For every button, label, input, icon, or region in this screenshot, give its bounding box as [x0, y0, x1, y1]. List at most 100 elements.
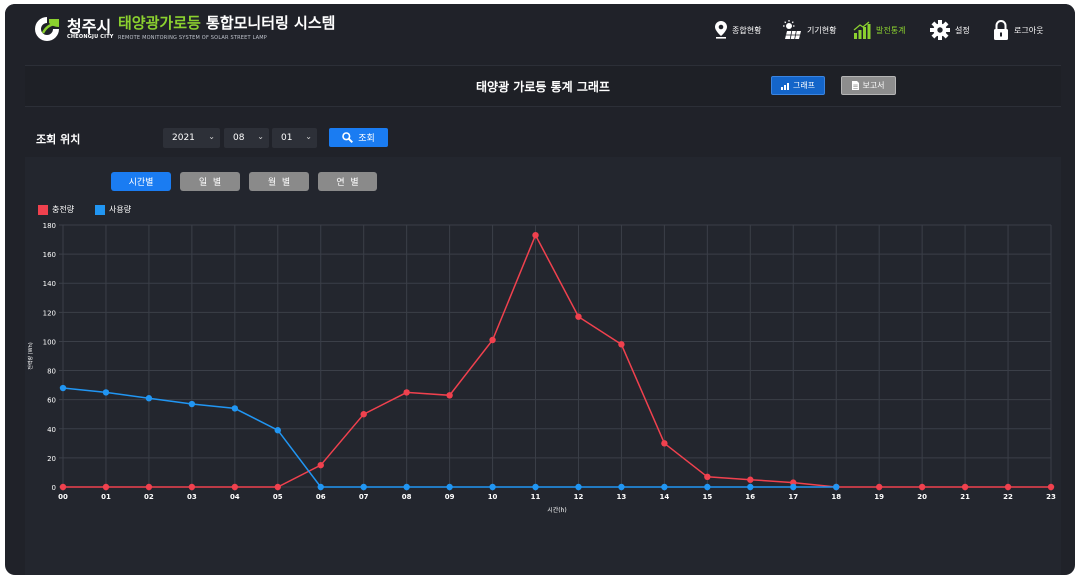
data-point-usage [145, 395, 153, 402]
data-point-usage [231, 405, 239, 412]
data-point-charge [1004, 483, 1012, 491]
line-chart: 0 20 40 60 80 100 120 140 160 180 00 01 02 03 04 05 06 07… [27, 222, 1056, 514]
report-view-label: 보고서 [862, 81, 885, 90]
data-point-usage [59, 384, 67, 392]
y-axis-title: 전력량 (Wh) [27, 342, 34, 369]
nav-overview[interactable]: 종합현황 [715, 18, 761, 42]
y-tick-label: 100 [43, 338, 56, 346]
month-select[interactable]: 08 ⌄ [224, 128, 269, 148]
x-tick-label: 00 [58, 493, 68, 501]
data-point-usage [403, 483, 410, 491]
x-tick-label: 01 [101, 493, 111, 501]
x-tick-label: 08 [402, 493, 412, 501]
map-pin-icon [715, 21, 727, 39]
nav-settings-label: 설정 [955, 25, 970, 35]
data-point-charge [59, 483, 67, 491]
cheongju-logo-icon [35, 17, 59, 41]
data-point-usage [747, 483, 754, 491]
nav-statistics[interactable]: 발전통계 [853, 18, 905, 42]
chart-panel: 시간별 일 별 월 별 연 별 충전량 사용량 0 20 40 60 80 100 120 1… [25, 157, 1061, 575]
chevron-down-icon: ⌄ [257, 132, 264, 141]
data-point-usage [102, 389, 110, 396]
y-tick-label: 120 [43, 309, 56, 317]
data-point-usage [274, 427, 281, 434]
legend-item-charge[interactable]: 충전량 [38, 204, 74, 215]
data-point-usage [360, 483, 367, 491]
day-select[interactable]: 01 ⌄ [272, 128, 317, 148]
chevron-down-icon: ⌄ [305, 132, 312, 141]
data-point-charge [188, 483, 196, 491]
y-tick-label: 160 [43, 251, 56, 259]
graph-view-label: 그래프 [792, 81, 816, 90]
nav-settings[interactable]: 설정 [930, 18, 970, 42]
x-tick-label: 20 [917, 493, 927, 501]
data-point-usage [618, 483, 625, 491]
tab-daily-label: 일 별 [198, 178, 222, 188]
legend-label-charge: 충전량 [52, 205, 75, 214]
gear-icon [930, 20, 950, 40]
data-point-charge [961, 483, 969, 491]
data-point-charge [661, 440, 668, 447]
y-tick-label: 40 [47, 426, 56, 434]
data-point-usage [489, 483, 496, 491]
data-point-charge [446, 392, 453, 399]
x-tick-label: 03 [187, 493, 197, 501]
bar-chart-icon [853, 21, 871, 39]
nav-devices[interactable]: 기기현황 [782, 18, 836, 42]
data-point-charge [575, 313, 582, 320]
legend-item-usage[interactable]: 사용량 [95, 204, 131, 215]
x-tick-label: 06 [316, 493, 326, 501]
day-select-value: 01 [281, 133, 293, 143]
legend-label-usage: 사용량 [109, 205, 132, 214]
x-tick-label: 07 [359, 493, 369, 501]
x-tick-label: 09 [445, 493, 455, 501]
data-point-charge [918, 483, 926, 491]
tab-monthly[interactable]: 월 별 [249, 172, 309, 191]
x-tick-label: 05 [273, 493, 283, 501]
year-select[interactable]: 2021 ⌄ [163, 128, 220, 148]
x-tick-label: 23 [1046, 493, 1056, 501]
data-point-usage [317, 483, 324, 491]
tab-monthly-label: 월 별 [267, 178, 291, 188]
x-tick-label: 15 [702, 493, 712, 501]
y-tick-label: 60 [47, 397, 56, 405]
nav-devices-label: 기기현황 [807, 25, 837, 35]
data-point-usage [704, 483, 711, 491]
data-point-charge [489, 336, 496, 344]
y-tick-label: 180 [43, 222, 56, 230]
report-view-button[interactable]: 보고서 [841, 76, 896, 95]
y-tick-label: 80 [47, 368, 56, 376]
x-tick-label: 21 [960, 493, 970, 501]
data-point-charge [403, 389, 410, 396]
city-name: 청주시 [67, 17, 112, 36]
data-point-charge [102, 483, 110, 491]
nav-logout[interactable]: 로그아웃 [993, 18, 1043, 42]
query-bar: 조회 위치 2021 ⌄ 08 ⌄ 01 ⌄ 조회 [25, 118, 1061, 158]
data-point-charge [875, 483, 883, 491]
document-icon [852, 81, 860, 90]
x-tick-label: 02 [144, 493, 154, 501]
data-point-usage [790, 483, 797, 491]
tab-yearly[interactable]: 연 별 [318, 172, 377, 191]
data-point-charge [747, 476, 754, 483]
header: 청주시 CHEONGJU CITY 태양광가로등 통합모니터링 시스템 REMO… [5, 4, 1075, 58]
page-title: 태양광 가로등 통계 그래프 [476, 80, 610, 94]
data-point-usage [661, 483, 668, 491]
legend-swatch-usage [95, 204, 105, 215]
data-point-charge [360, 411, 367, 418]
data-point-usage [532, 483, 539, 491]
data-point-charge [317, 461, 324, 469]
search-button[interactable]: 조회 [329, 128, 388, 147]
system-title-highlight: 태양광가로등 [118, 14, 201, 32]
city-name-en: CHEONGJU CITY [67, 34, 114, 40]
x-tick-label: 10 [488, 493, 498, 501]
system-title: 태양광가로등 통합모니터링 시스템 [118, 12, 335, 33]
data-point-usage [833, 483, 840, 491]
x-tick-label: 11 [531, 493, 541, 501]
tab-daily[interactable]: 일 별 [180, 172, 240, 191]
y-tick-label: 140 [43, 280, 56, 288]
data-point-charge [1047, 483, 1055, 491]
solar-panel-icon [783, 20, 801, 40]
tab-hourly[interactable]: 시간별 [111, 172, 171, 191]
graph-view-button[interactable]: 그래프 [771, 76, 825, 95]
